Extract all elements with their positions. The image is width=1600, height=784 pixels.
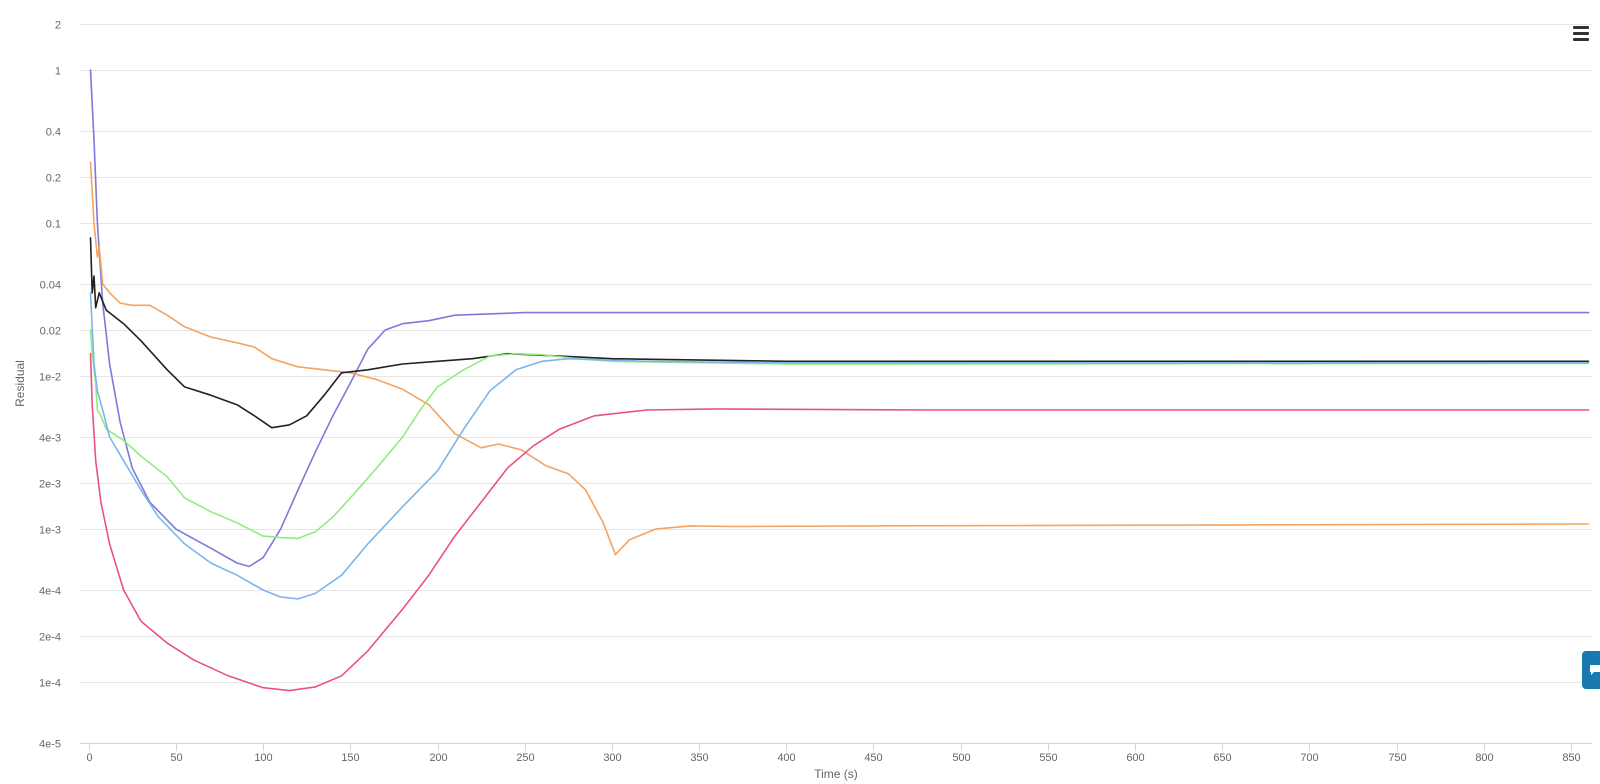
series-line-2 (89, 161, 1590, 556)
x-tick-label: 350 (690, 752, 708, 764)
series-line-4 (89, 329, 1590, 540)
x-tick-label: 250 (516, 752, 534, 764)
y-tick-label: 2e-3 (39, 479, 61, 491)
gridlines (80, 24, 1592, 683)
hamburger-menu-icon-bar (1573, 32, 1589, 35)
y-tick-label: 1e-4 (39, 678, 61, 690)
series-line-1 (89, 69, 1590, 568)
x-tick-label: 200 (429, 752, 447, 764)
x-tick-label: 300 (603, 752, 621, 764)
x-tick-label: 150 (341, 752, 359, 764)
y-tick-label: 4e-3 (39, 433, 61, 445)
x-tick-label: 400 (777, 752, 795, 764)
series-group (89, 69, 1590, 692)
chat-bubble-icon (1590, 665, 1600, 675)
hamburger-menu-icon (1573, 26, 1589, 29)
x-tick-label: 100 (254, 752, 272, 764)
y-tick-label: 0.1 (46, 219, 61, 231)
y-tick-label: 1e-3 (39, 525, 61, 537)
y-tick-label: 0.02 (40, 326, 61, 338)
y-tick-label: 0.04 (40, 280, 61, 292)
y-tick-label: 1e-2 (39, 372, 61, 384)
x-tick-label: 450 (864, 752, 882, 764)
y-tick-label: 2e-4 (39, 632, 61, 644)
y-tick-label: 0.4 (46, 127, 61, 139)
hamburger-menu-icon-bar (1573, 38, 1589, 41)
y-tick-label: 4e-4 (39, 586, 61, 598)
x-tick-label: 700 (1300, 752, 1318, 764)
x-tick-label: 800 (1475, 752, 1493, 764)
x-axis-title: Time (s) (814, 767, 858, 781)
x-tick-label: 850 (1562, 752, 1580, 764)
feedback-side-tab[interactable] (1582, 651, 1600, 689)
axes (80, 743, 1592, 751)
y-axis-title: Residual (13, 360, 27, 407)
series-line-6 (89, 352, 1590, 692)
series-line-3 (89, 237, 1590, 429)
chart-menu-button[interactable] (1570, 26, 1592, 46)
series-line-5 (89, 292, 1590, 600)
x-tick-label: 500 (952, 752, 970, 764)
y-tick-label: 2 (55, 20, 61, 32)
x-tick-label: 600 (1126, 752, 1144, 764)
y-tick-label: 0.2 (46, 173, 61, 185)
tick-labels: 2 1 0.4 0.2 0.1 0.04 0.02 1e-2 4e-3 2e-3 1e-3 4e-4 2… (39, 20, 1581, 765)
y-tick-label: 1 (55, 66, 61, 78)
x-tick-label: 0 (86, 752, 92, 764)
y-tick-label: 4e-5 (39, 739, 61, 751)
x-tick-label: 550 (1039, 752, 1057, 764)
x-tick-label: 50 (170, 752, 182, 764)
x-tick-label: 650 (1213, 752, 1231, 764)
x-tick-label: 750 (1388, 752, 1406, 764)
